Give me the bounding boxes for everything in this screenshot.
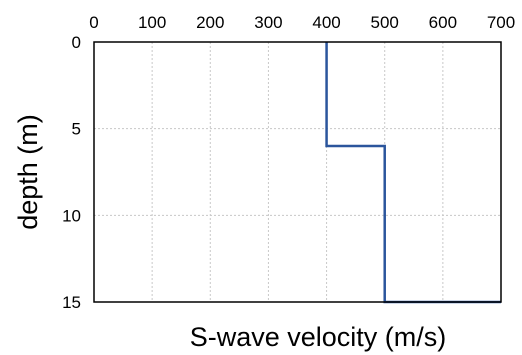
x-tick-label: 300 bbox=[254, 13, 282, 32]
grid bbox=[94, 42, 501, 302]
x-tick-label: 600 bbox=[429, 13, 457, 32]
x-tick-label: 400 bbox=[312, 13, 340, 32]
y-tick-label: 10 bbox=[62, 206, 81, 225]
x-tick-labels: 0 100 200 300 400 500 600 700 bbox=[89, 13, 515, 32]
y-tick-label: 5 bbox=[72, 120, 81, 139]
plot-frame bbox=[93, 41, 502, 303]
x-tick-label: 700 bbox=[487, 13, 515, 32]
y-tick-label: 0 bbox=[72, 33, 81, 52]
y-axis-title: depth (m) bbox=[13, 114, 43, 230]
x-tick-label: 0 bbox=[89, 13, 98, 32]
y-tick-labels: 0 5 10 15 bbox=[62, 33, 81, 312]
y-tick-label: 15 bbox=[62, 293, 81, 312]
x-tick-label: 100 bbox=[138, 13, 166, 32]
velocity-profile-line bbox=[325, 42, 501, 304]
x-tick-label: 200 bbox=[196, 13, 224, 32]
x-tick-label: 500 bbox=[371, 13, 399, 32]
x-axis-title: S-wave velocity (m/s) bbox=[190, 322, 447, 352]
